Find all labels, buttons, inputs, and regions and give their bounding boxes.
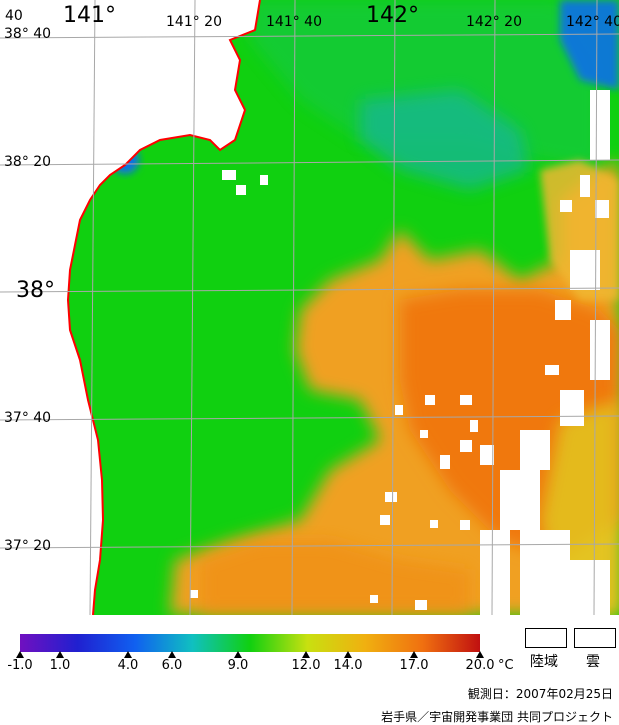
lat-label-38-20: 38° 20 [4, 154, 52, 170]
land-area [0, 0, 260, 615]
tick-marker [234, 651, 242, 658]
colorbar-tick: 6.0 [161, 658, 183, 673]
coastline [66, 0, 261, 615]
graticule [0, 0, 619, 615]
observation-date: 観測日：2007年02月25日 [467, 687, 613, 701]
colorbar-tick: 14.0 [333, 658, 363, 673]
cloud-legend-label: 雲 [586, 654, 600, 670]
tick-marker [56, 651, 64, 658]
tick-marker [302, 651, 310, 658]
sst-map [0, 0, 619, 615]
lon-label-141-20: 141° 20 [166, 14, 222, 30]
colorbar-tick: 17.0 [399, 658, 429, 673]
temperature-colorbar [20, 634, 480, 652]
lon-label-142: 142° [366, 3, 419, 28]
colorbar-tick: 9.0 [227, 658, 249, 673]
colorbar-tick: 12.0 [291, 658, 321, 673]
sea-teal-patch [360, 90, 530, 190]
colorbar-tick: 1.0 [49, 658, 71, 673]
lon-label-141: 141° [63, 3, 116, 28]
tick-marker [168, 651, 176, 658]
cloud-legend-swatch [574, 628, 616, 648]
tick-marker [124, 651, 132, 658]
tick-marker [410, 651, 418, 658]
colorbar-tick: 4.0 [117, 658, 139, 673]
lon-label-142-20: 142° 20 [466, 14, 522, 30]
tick-marker [344, 651, 352, 658]
colorbar-unit: °C [498, 658, 514, 673]
colorbar-tick: -1.0 [7, 658, 33, 673]
lon-label-140-40: 40 [5, 8, 23, 24]
lon-label-142-40: 142° 40 [566, 14, 619, 30]
land-legend-swatch [525, 628, 567, 648]
lat-label-37-20: 37° 20 [4, 538, 52, 554]
lat-label-37-40: 37° 40 [4, 410, 52, 426]
colorbar-tick: 20.0 [465, 658, 495, 673]
sea-blue-patch [560, 0, 619, 90]
lat-label-38-40: 38° 40 [4, 26, 52, 42]
tick-marker [476, 651, 484, 658]
lat-label-38: 38° [16, 278, 55, 303]
tick-marker [16, 651, 24, 658]
lon-label-141-40: 141° 40 [266, 14, 322, 30]
credit-line: 岩手県／宇宙開発事業団 共同プロジェクト [381, 710, 613, 724]
warm-region-south [200, 540, 470, 615]
land-legend-label: 陸域 [530, 654, 558, 670]
